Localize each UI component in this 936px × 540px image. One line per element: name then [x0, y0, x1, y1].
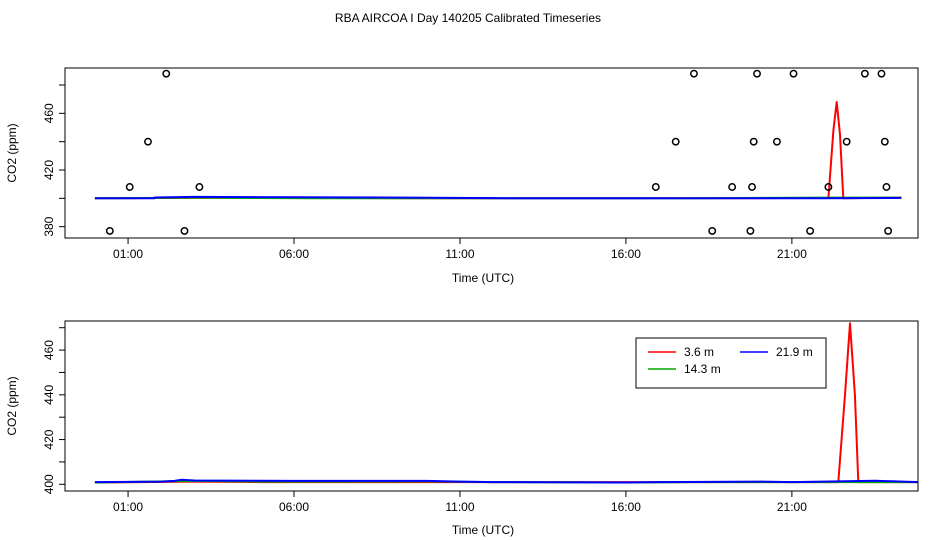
bottom-x-tick-label-4: 21:00 — [777, 500, 807, 514]
top-panel-y-axis-label: CO2 (ppm) — [5, 123, 19, 182]
top-panel-frame — [64, 67, 919, 239]
bottom-x-tick-label-0: 01:00 — [113, 500, 143, 514]
bottom-panel-x-axis-label: Time (UTC) — [452, 523, 514, 537]
top-outlier-marker-15 — [772, 137, 781, 146]
top-outlier-marker-11 — [746, 226, 755, 235]
top-outlier-marker-17 — [806, 226, 815, 235]
top-y-tick-label-0: 380 — [42, 216, 56, 236]
top-outlier-marker-14 — [753, 69, 761, 78]
bottom-y-tick-label-4: 440 — [42, 384, 56, 404]
top-x-tick-label-2: 11:00 — [445, 247, 474, 261]
top-y-tick-label-4: 460 — [42, 103, 56, 123]
bottom-y-tick-label-0: 400 — [42, 474, 56, 494]
legend-label-1: 14.3 m — [684, 362, 721, 376]
top-outlier-marker-7 — [671, 137, 680, 146]
top-outlier-marker-3 — [162, 69, 171, 78]
top-outlier-marker-1 — [125, 183, 134, 191]
bottom-panel: Time (UTC) CO2 (ppm) 01:00 06:00 11:00 16:0… — [5, 320, 919, 537]
top-outlier-marker-6 — [651, 183, 660, 191]
top-x-tick-label-0: 01:00 — [113, 247, 143, 261]
top-outlier-marker-12 — [748, 183, 756, 191]
top-outlier-marker-5 — [195, 183, 204, 191]
top-outlier-marker-4 — [180, 226, 189, 235]
top-outlier-marker-0 — [105, 226, 114, 235]
bottom-x-tick-label-1: 06:00 — [279, 500, 309, 514]
legend-box — [635, 337, 827, 389]
legend-label-0: 3.6 m — [684, 345, 714, 359]
bottom-panel-y-axis-label: CO2 (ppm) — [5, 376, 19, 435]
legend: 3.6 m 14.3 m 21.9 m — [635, 337, 827, 389]
top-x-tick-label-4: 21:00 — [777, 247, 807, 261]
top-outlier-marker-2 — [144, 137, 152, 146]
top-outlier-marker-9 — [708, 226, 717, 235]
top-y-tick-label-2: 420 — [42, 160, 56, 180]
top-outlier-marker-21 — [877, 69, 886, 78]
top-outlier-marker-16 — [789, 69, 798, 78]
top-outlier-marker-19 — [842, 137, 851, 146]
legend-label-2: 21.9 m — [776, 345, 813, 359]
top-outlier-marker-8 — [690, 69, 698, 78]
top-series-line-2 — [94, 195, 902, 200]
top-series-line-0 — [94, 101, 902, 200]
top-outlier-marker-23 — [882, 183, 891, 191]
top-outlier-marker-24 — [884, 226, 893, 235]
top-panel: Time (UTC) CO2 (ppm) 01:00 06:00 11:00 16:0… — [5, 67, 919, 285]
bottom-y-tick-label-2: 420 — [42, 429, 56, 449]
top-outlier-marker-13 — [749, 137, 758, 146]
bottom-x-tick-label-3: 16:00 — [611, 500, 641, 514]
top-panel-x-axis-label: Time (UTC) — [452, 271, 514, 285]
bottom-x-tick-label-2: 11:00 — [445, 500, 474, 514]
chart-title: RBA AIRCOA I Day 140205 Calibrated Times… — [335, 11, 601, 25]
top-outlier-marker-22 — [880, 137, 889, 146]
top-x-tick-label-1: 06:00 — [279, 247, 309, 261]
bottom-series-line-2 — [94, 478, 919, 484]
top-outlier-marker-18 — [824, 183, 833, 191]
bottom-panel-frame — [64, 320, 919, 492]
top-x-tick-label-3: 16:00 — [611, 247, 641, 261]
top-outlier-marker-20 — [860, 69, 869, 78]
top-outlier-marker-10 — [728, 183, 737, 191]
bottom-y-tick-label-6: 460 — [42, 340, 56, 360]
